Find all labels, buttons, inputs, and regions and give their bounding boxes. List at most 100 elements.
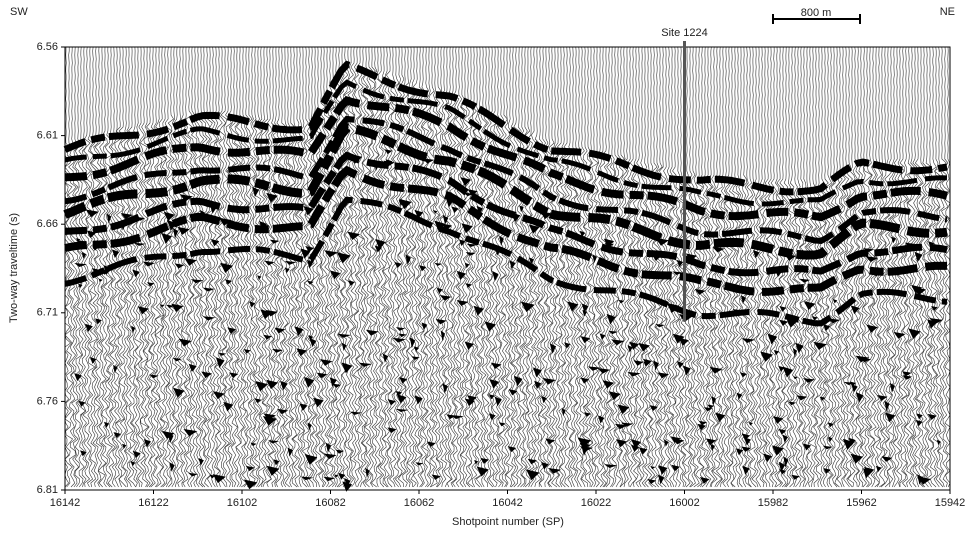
reflector-patch <box>342 343 347 351</box>
y-tick-label: 6.81 <box>37 484 58 496</box>
x-tick-label: 15942 <box>935 497 965 509</box>
reflector-patch <box>460 177 471 186</box>
seismic-trace <box>728 47 735 487</box>
seismic-trace <box>152 47 160 487</box>
reflector-patch <box>131 461 136 466</box>
reflector-patch <box>465 283 472 287</box>
reflector-patch <box>203 316 216 320</box>
reflector-patch <box>451 207 458 214</box>
seismic-trace <box>494 47 502 487</box>
chart: SW NE 800 m Shotpoint number (SP) Two-wa… <box>0 0 965 535</box>
scale-bar-label: 800 m <box>801 7 832 19</box>
seismic-trace <box>808 47 817 487</box>
reflector-patch <box>760 351 773 361</box>
x-tick-label: 16062 <box>404 497 435 509</box>
y-tick-label: 6.66 <box>37 218 58 230</box>
seismic-trace <box>635 47 643 487</box>
y-tick-label: 6.61 <box>37 130 58 142</box>
reflector-patch <box>602 380 614 388</box>
reflector-patch <box>489 413 496 420</box>
x-tick-label: 16082 <box>315 497 346 509</box>
reflector-patch <box>650 466 655 469</box>
y-tick-label: 6.56 <box>37 41 58 53</box>
y-axis-label: Two-way traveltime (s) <box>8 213 20 323</box>
reflector-patch <box>833 299 837 303</box>
x-tick-label: 16122 <box>138 497 169 509</box>
reflector-patch <box>600 333 606 340</box>
reflector-patch <box>323 477 335 481</box>
direction-label: SW <box>10 6 28 18</box>
seismic-trace <box>356 47 364 487</box>
x-tick-label: 16102 <box>227 497 258 509</box>
direction-label: NE <box>940 6 955 18</box>
reflector-patch <box>396 327 405 331</box>
x-tick-label: 16142 <box>50 497 81 509</box>
seismic-trace <box>435 47 442 487</box>
x-tick-label: 16022 <box>581 497 612 509</box>
reflector-patch <box>295 326 304 336</box>
reflector-patch <box>399 377 407 384</box>
seismic-trace <box>733 47 741 487</box>
reflector-patch <box>655 324 665 327</box>
reflector-patch <box>937 440 941 445</box>
reflector-patch <box>173 388 185 398</box>
reflector-patch <box>112 249 119 258</box>
reflector-patch <box>742 466 749 475</box>
reflector-patch <box>477 466 489 476</box>
y-tick-label: 6.76 <box>37 395 58 407</box>
reflector-patch <box>650 405 658 411</box>
reflector-patch <box>740 372 747 377</box>
reflector-patch <box>218 353 226 356</box>
reflector-patch <box>710 367 723 374</box>
seismic-trace <box>662 47 670 487</box>
seismic-trace <box>591 47 599 487</box>
reflector-patch <box>804 301 816 310</box>
seismic-trace <box>656 47 664 487</box>
reflector-patch <box>307 281 314 285</box>
reflector-patch <box>784 254 796 261</box>
x-tick-label: 16042 <box>492 497 523 509</box>
reflector-patch <box>431 475 440 480</box>
reflector-patch <box>495 397 502 407</box>
reflector-patch <box>656 238 669 246</box>
seismic-trace <box>759 47 767 487</box>
reflector-patch <box>783 435 788 443</box>
reflector-patch <box>85 324 93 332</box>
reflector-patch <box>461 223 473 233</box>
reflector-patch <box>639 447 648 454</box>
reflector-patch <box>348 280 355 286</box>
reflector-patch <box>908 328 920 339</box>
reflector-patch <box>779 320 788 326</box>
reflector-patch <box>528 459 537 465</box>
site-label: Site 1224 <box>661 27 707 39</box>
seismic-trace <box>550 47 559 487</box>
x-tick-label: 15962 <box>846 497 877 509</box>
reflector-patch <box>541 462 549 469</box>
reflector-patch <box>270 240 280 244</box>
x-tick-label: 15982 <box>758 497 789 509</box>
seismic-trace <box>362 47 370 487</box>
reflector-patch <box>638 343 650 352</box>
seismic-section <box>65 47 950 492</box>
reflector-patch <box>749 422 753 426</box>
seismic-trace <box>464 47 472 487</box>
reflector-patch <box>252 187 259 197</box>
reflector-patch <box>113 432 120 438</box>
reflector-patch <box>788 402 796 406</box>
reflector-patch <box>257 275 261 280</box>
reflector-patch <box>712 247 725 252</box>
reflector-patch <box>598 415 605 423</box>
x-tick-label: 16002 <box>669 497 700 509</box>
reflector-patch <box>580 336 590 343</box>
reflector-patch <box>264 261 274 266</box>
reflector-patch <box>440 295 452 301</box>
seismic-trace <box>579 47 587 487</box>
reflector-patch <box>411 356 420 360</box>
x-axis-label: Shotpoint number (SP) <box>452 516 564 528</box>
reflector-patch <box>427 441 436 447</box>
reflector-patch <box>173 228 178 238</box>
reflector-patch <box>915 252 923 262</box>
y-tick-label: 6.71 <box>37 307 58 319</box>
reflector-patch <box>541 396 546 403</box>
seismic-trace <box>440 47 448 487</box>
